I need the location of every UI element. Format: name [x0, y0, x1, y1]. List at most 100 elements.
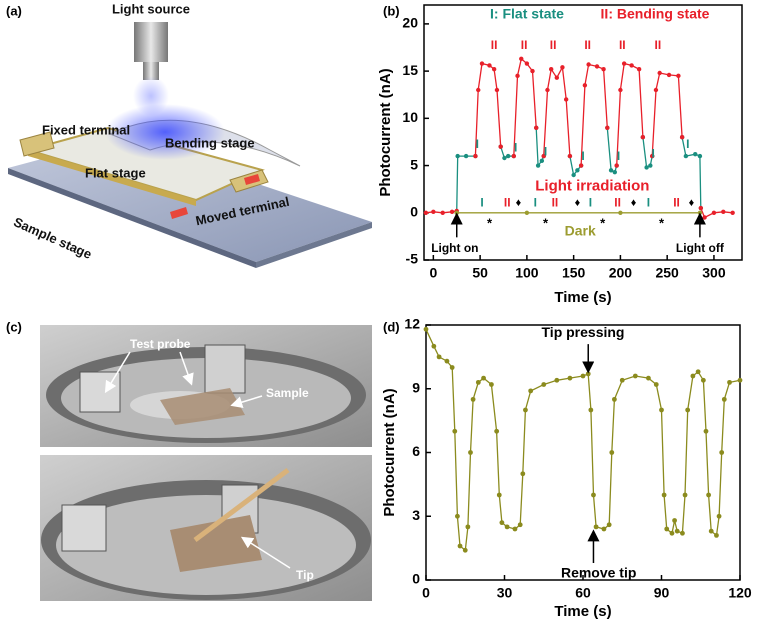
annotation: I: [581, 149, 584, 163]
data-point: [690, 373, 696, 379]
annotation: II: [550, 38, 557, 52]
photo-label: Sample: [266, 386, 309, 400]
data-point: [609, 450, 615, 455]
data-point: [612, 169, 617, 175]
data-point: [601, 67, 606, 72]
data-point: [463, 153, 469, 159]
data-point: [494, 428, 500, 434]
data-point: [659, 407, 664, 413]
data-point: [512, 526, 518, 532]
data-point: [423, 326, 429, 332]
data-point: [697, 210, 703, 215]
data-point: [455, 513, 460, 519]
data-point: [703, 428, 709, 434]
y-tick-label: -5: [406, 251, 419, 267]
schematic-label: Sample stage: [11, 214, 94, 262]
panel-label: (a): [6, 3, 22, 18]
data-point: [608, 168, 614, 173]
data-point: [496, 492, 502, 498]
annotation: II: [491, 38, 498, 52]
y-axis-label: Photocurrent (nA): [377, 68, 394, 196]
annotation: II: [504, 196, 511, 210]
x-axis-label: Time (s): [554, 289, 611, 306]
data-point: [534, 125, 539, 130]
data-point: [523, 407, 528, 413]
y-axis-label: Photocurrent (nA): [381, 388, 398, 516]
data-point: [528, 388, 534, 394]
data-point: [700, 377, 706, 383]
data-point: [706, 492, 711, 498]
data-point: [504, 524, 510, 530]
data-point: [554, 75, 560, 80]
legend-label: Dark: [565, 222, 596, 238]
data-point: [721, 396, 727, 402]
annotation: I: [651, 146, 654, 160]
y-tick-label: 0: [410, 203, 418, 219]
annotation: *: [487, 216, 493, 231]
data-point: [431, 209, 436, 215]
annotation: Light off: [676, 241, 725, 255]
arrow: [240, 536, 291, 569]
annotation: I: [589, 196, 592, 210]
annotation: *: [543, 216, 549, 231]
data-point: [541, 382, 547, 387]
x-tick-label: 150: [562, 265, 586, 281]
x-tick-label: 0: [422, 585, 430, 601]
data-point: [737, 377, 743, 383]
arrow: [179, 351, 194, 386]
annotation: ♦: [631, 197, 637, 209]
data-point: [524, 61, 530, 66]
data-point: [475, 379, 481, 385]
panel-label: (d): [383, 319, 400, 334]
legend-label: II: Bending state: [601, 6, 710, 22]
data-point: [462, 547, 468, 553]
annotation: Remove tip: [561, 564, 636, 580]
data-point: [653, 382, 659, 387]
data-point: [721, 209, 726, 215]
data-point: [502, 155, 507, 161]
data-point: [505, 153, 511, 159]
data-point: [618, 210, 623, 215]
x-tick-label: 250: [655, 265, 679, 281]
plot-frame: [423, 4, 743, 261]
data-point: [578, 163, 584, 168]
y-tick-label: 10: [402, 109, 418, 125]
data-point: [567, 153, 573, 159]
photo-label: Tip: [296, 568, 314, 582]
data-point: [520, 471, 526, 477]
data-point: [593, 524, 599, 530]
data-point: [653, 87, 659, 93]
annotation: I: [544, 145, 547, 159]
x-tick-label: 300: [702, 265, 726, 281]
data-point: [491, 67, 497, 72]
data-point: [436, 354, 442, 360]
light-source: [134, 22, 168, 62]
data-point: [539, 158, 545, 164]
annotation: Light irradiation: [535, 177, 649, 194]
data-point: [708, 528, 714, 534]
annotation: I: [617, 149, 620, 163]
data-point: [650, 153, 655, 159]
data-point: [452, 428, 458, 434]
data-point: [489, 382, 494, 387]
y-tick-label: 3: [412, 507, 420, 523]
panel-label: (c): [6, 319, 22, 334]
data-point: [619, 377, 625, 383]
data-point: [571, 172, 576, 178]
probe-block: [61, 504, 107, 552]
x-tick-label: 100: [515, 265, 539, 281]
data-point: [444, 358, 450, 364]
annotation: II: [521, 38, 528, 52]
photos: [40, 325, 372, 601]
annotation: I: [514, 141, 517, 155]
data-point: [683, 153, 689, 159]
data-point: [697, 153, 703, 159]
data-point: [449, 209, 455, 215]
x-tick-label: 30: [497, 585, 513, 601]
data-point: [614, 163, 619, 168]
annotation: II: [654, 38, 661, 52]
flat-edge: [28, 150, 196, 206]
annotation: I: [480, 196, 483, 210]
sample: [170, 515, 262, 572]
